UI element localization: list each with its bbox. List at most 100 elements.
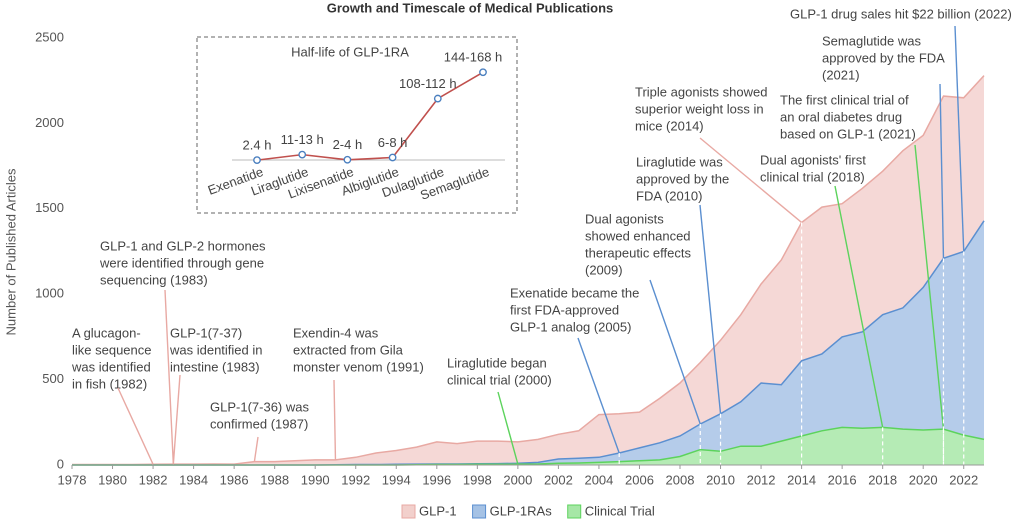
- x-tick-label: 2014: [787, 472, 816, 487]
- annotation-text: based on GLP-1 (2021): [780, 126, 916, 141]
- legend-swatch: [401, 504, 416, 519]
- annotation-text: extracted from Gila: [293, 342, 404, 357]
- y-tick-label: 2000: [35, 115, 64, 130]
- area-line: [72, 75, 985, 466]
- annotation-text: Triple agonists showed: [635, 84, 767, 99]
- annotation-text: therapeutic effects: [585, 245, 691, 260]
- y-tick-label: 0: [57, 456, 64, 471]
- x-tick-label: 2002: [544, 472, 573, 487]
- x-tick-label: 2020: [909, 472, 938, 487]
- inset-line: [256, 71, 484, 161]
- legend-swatch: [567, 504, 582, 519]
- area: [72, 220, 984, 465]
- x-tick-label: 2010: [706, 472, 735, 487]
- annotation-text: in fish (1982): [72, 376, 147, 391]
- annotation-line: [172, 374, 181, 465]
- annotation-text: sequencing (1983): [100, 272, 208, 287]
- x-tick-label: 2000: [503, 472, 532, 487]
- inset-title: Half-life of GLP-1RA: [291, 44, 409, 59]
- area: [72, 427, 984, 465]
- annotation-text: monster venom (1991): [293, 359, 424, 374]
- annotation-text: was identified: [71, 359, 151, 374]
- area: [72, 75, 984, 465]
- x-tick-label: 2004: [584, 472, 613, 487]
- inset-value-label: 2-4 h: [333, 137, 363, 152]
- annotation-text: were identified through gene: [99, 255, 264, 270]
- x-tick-label: 2016: [828, 472, 857, 487]
- annotation-line: [649, 279, 701, 425]
- annotation-text: FDA (2010): [636, 188, 702, 203]
- y-axis-label: Number of Published Articles: [3, 168, 18, 335]
- y-tick-label: 1500: [35, 200, 64, 215]
- annotation-text: superior weight loss in: [635, 101, 764, 116]
- annotation-line: [834, 185, 884, 428]
- annotation-text: mice (2014): [635, 118, 704, 133]
- inset-point: [253, 156, 261, 165]
- x-tick-label: 1990: [301, 472, 330, 487]
- annotation-text: intestine (1983): [170, 359, 260, 374]
- annotation-text: A glucagon-: [72, 325, 141, 340]
- annotation-text: like sequence: [72, 342, 152, 357]
- x-tick-label: 2022: [949, 472, 978, 487]
- inset-box: [196, 36, 518, 214]
- annotation-text: Exenatide became the: [510, 285, 639, 300]
- annotation-text: an oral diabetes drug: [780, 109, 902, 124]
- y-tick-label: 2500: [35, 29, 64, 44]
- x-tick-label: 2018: [868, 472, 897, 487]
- x-tick-label: 1998: [463, 472, 492, 487]
- annotation-line: [954, 25, 965, 252]
- annotation-text: GLP-1(7-36) was: [210, 399, 309, 414]
- legend-label: Clinical Trial: [585, 503, 655, 518]
- annotation-line: [497, 391, 519, 465]
- annotation-text: GLP-1 drug sales hit $22 billion (2022): [790, 6, 1012, 21]
- x-tick-label: 2008: [666, 472, 695, 487]
- inset-point: [433, 94, 442, 103]
- inset-value-label: 144-168 h: [444, 50, 503, 65]
- inset-point: [388, 153, 397, 162]
- annotation-text: GLP-1 analog (2005): [510, 319, 631, 334]
- annotation-text: Dual agonists: [585, 211, 664, 226]
- inset-point: [479, 68, 487, 77]
- annotation-line: [164, 289, 175, 465]
- area-underlay: [72, 427, 984, 465]
- legend-label: GLP-1RAs: [490, 503, 553, 518]
- annotation-text: GLP-1 and GLP-2 hormones: [100, 238, 266, 253]
- annotation-text: approved by the FDA: [822, 50, 945, 65]
- annotations: A glucagon-like sequence was identified in…: [71, 6, 1012, 465]
- x-tick-label: 1984: [179, 472, 208, 487]
- x-tick-label: 1996: [422, 472, 451, 487]
- inset-value-label: 108-112 h: [399, 76, 457, 91]
- annotation-text: was identified in: [169, 342, 263, 357]
- x-tick-label: 1988: [260, 472, 289, 487]
- inset-value-label: 6-8 h: [378, 135, 408, 150]
- inset-value-label: 2.4 h: [243, 138, 272, 153]
- annotation-line: [253, 436, 259, 462]
- legend-label: GLP-1: [419, 503, 457, 518]
- annotation-text: Liraglutide began: [447, 355, 547, 370]
- inset-value-label: 11-13 h: [281, 132, 324, 147]
- annotation-line: [914, 144, 945, 430]
- area-underlay: [72, 75, 984, 465]
- x-tick-label: 2012: [747, 472, 776, 487]
- annotation-text: clinical trial (2018): [760, 169, 865, 184]
- annotation-text: clinical trial (2000): [447, 372, 552, 387]
- annotation-text: showed enhanced: [585, 228, 691, 243]
- annotation-line: [939, 83, 945, 259]
- annotation-text: GLP-1(7-37): [170, 325, 242, 340]
- area-underlay: [72, 220, 984, 465]
- x-tick-label: 2006: [625, 472, 654, 487]
- areas: [72, 75, 985, 466]
- annotation-line: [333, 379, 337, 460]
- annotation-text: (2021): [822, 67, 860, 82]
- annotation-text: The first clinical trial of: [780, 92, 909, 107]
- y-tick-label: 500: [42, 371, 64, 386]
- annotation-text: Liraglutide was: [636, 154, 723, 169]
- x-tick-label: 1978: [58, 472, 87, 487]
- x-tick-label: 1994: [382, 472, 411, 487]
- annotation-text: Dual agonists' first: [760, 152, 866, 167]
- inset-point: [298, 150, 307, 159]
- chart-title: Growth and Timescale of Medical Publicat…: [327, 0, 614, 15]
- annotation-line: [699, 137, 803, 224]
- x-tick-label: 1980: [98, 472, 127, 487]
